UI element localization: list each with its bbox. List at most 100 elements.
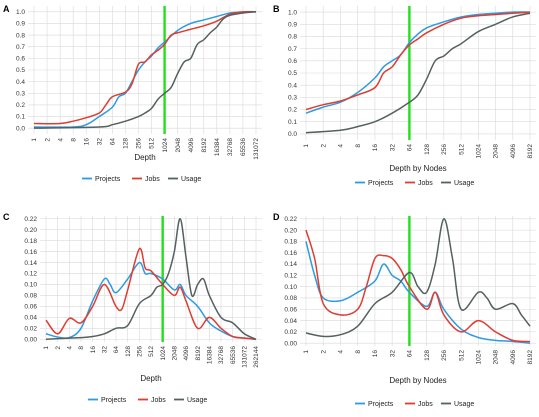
x-tick-label: 8192 bbox=[195, 346, 202, 361]
legend-label: Usage bbox=[454, 180, 474, 187]
x-tick-label: 4 bbox=[338, 350, 345, 354]
x-tick-label: 262144 bbox=[253, 346, 260, 368]
y-tick-label: 0.18 bbox=[284, 239, 297, 246]
y-tick-label: 0.8 bbox=[16, 32, 25, 39]
legend-item-usage: Usage bbox=[174, 397, 207, 404]
chart-panel-d: 0.00 0.02 0.04 0.06 0.08 0.10 0.12 0.14 0.16 0.18… bbox=[273, 212, 536, 408]
x-tick-label: 128 bbox=[125, 346, 132, 357]
y-tick-label: 0.06 bbox=[24, 304, 37, 311]
x-tick-label: 16 bbox=[372, 350, 379, 358]
series-line-usage bbox=[305, 12, 531, 134]
series-line-projects bbox=[305, 241, 531, 344]
y-tick-label: 0.04 bbox=[24, 315, 37, 322]
x-tick-label: 512 bbox=[149, 138, 156, 149]
y-tick-label: 0.06 bbox=[284, 306, 297, 313]
x-tick-label: 2 bbox=[320, 350, 327, 354]
panel-letter: C bbox=[3, 212, 10, 222]
y-tick-label: 0.18 bbox=[24, 238, 37, 245]
y-tick-label: 0.14 bbox=[284, 261, 297, 268]
legend-label: Projects bbox=[95, 176, 121, 183]
x-tick-label: 8192 bbox=[527, 144, 534, 159]
x-tick-label: 2048 bbox=[172, 346, 179, 361]
y-tick-label: 0.2 bbox=[288, 107, 297, 114]
y-tick-label: 0.4 bbox=[288, 82, 297, 89]
y-tick-label: 0.6 bbox=[16, 56, 25, 63]
x-tick-label: 8 bbox=[355, 350, 362, 354]
y-tick-label: 0.4 bbox=[16, 79, 25, 86]
y-tick-label: 0.22 bbox=[284, 216, 297, 223]
x-tick-label: 64 bbox=[110, 138, 117, 146]
x-tick-label: 1024 bbox=[476, 350, 483, 365]
legend-item-jobs: Jobs bbox=[405, 401, 433, 408]
y-tick-label: 0.1 bbox=[16, 114, 25, 121]
legend-label: Projects bbox=[368, 180, 394, 187]
panel-letter: D bbox=[273, 212, 280, 222]
x-tick-label: 131072 bbox=[242, 346, 249, 368]
legend-label: Projects bbox=[101, 397, 127, 404]
x-tick-label: 16 bbox=[90, 346, 97, 354]
x-tick-label: 32768 bbox=[218, 346, 225, 364]
x-tick-label: 128 bbox=[123, 138, 130, 149]
x-tick-label: 8 bbox=[355, 144, 362, 148]
x-tick-label: 4096 bbox=[510, 350, 517, 365]
x-tick-label: 2048 bbox=[493, 350, 500, 365]
y-tick-label: 0.10 bbox=[24, 282, 37, 289]
x-tick-label: 4 bbox=[67, 346, 74, 350]
y-tick-label: 0.12 bbox=[24, 271, 37, 278]
x-tick-label: 64 bbox=[407, 144, 414, 152]
y-tick-label: 0.3 bbox=[16, 90, 25, 97]
x-tick-label: 1 bbox=[303, 144, 310, 148]
x-tick-label: 16 bbox=[83, 138, 90, 146]
x-tick-label: 4096 bbox=[510, 144, 517, 159]
x-tick-label: 128 bbox=[424, 144, 431, 155]
x-tick-label: 256 bbox=[441, 350, 448, 361]
y-tick-label: 0.16 bbox=[284, 250, 297, 257]
x-axis-title: Depth by Nodes bbox=[389, 376, 446, 385]
y-tick-label: 0.12 bbox=[284, 273, 297, 280]
panel-letter: A bbox=[3, 4, 10, 14]
y-tick-label: 0.9 bbox=[16, 21, 25, 28]
y-tick-label: 0.00 bbox=[284, 340, 297, 347]
x-tick-label: 2 bbox=[44, 138, 51, 142]
x-tick-label: 2048 bbox=[493, 144, 500, 159]
x-tick-label: 32 bbox=[389, 350, 396, 358]
x-tick-label: 512 bbox=[458, 350, 465, 361]
series-line-jobs bbox=[305, 229, 531, 343]
chart-panel-a: 0.00.10.20.30.40.50.60.70.80.91.01 2 4 8 16 3… bbox=[3, 4, 262, 183]
y-tick-label: 0.16 bbox=[24, 249, 37, 256]
x-axis-title: Depth bbox=[134, 153, 155, 162]
x-tick-label: 2 bbox=[55, 346, 62, 350]
legend-item-projects: Projects bbox=[88, 397, 127, 404]
x-tick-label: 4096 bbox=[183, 346, 190, 361]
legend-item-projects: Projects bbox=[82, 176, 121, 183]
x-tick-label: 32 bbox=[389, 144, 396, 152]
x-tick-label: 16384 bbox=[214, 138, 221, 156]
series-line-jobs bbox=[33, 10, 257, 125]
x-tick-label: 1 bbox=[31, 138, 38, 142]
series-line-usage bbox=[45, 217, 257, 341]
y-tick-label: 0.10 bbox=[284, 284, 297, 291]
series-line-usage bbox=[33, 11, 257, 129]
x-tick-label: 16 bbox=[372, 144, 379, 152]
x-tick-label: 1024 bbox=[476, 144, 483, 159]
legend-label: Jobs bbox=[418, 401, 433, 408]
x-tick-label: 16384 bbox=[207, 346, 214, 364]
legend-item-jobs: Jobs bbox=[405, 180, 433, 187]
y-tick-label: 0.2 bbox=[16, 102, 25, 109]
y-tick-label: 0.02 bbox=[284, 329, 297, 336]
y-tick-label: 0.02 bbox=[24, 326, 37, 333]
x-tick-label: 65536 bbox=[230, 346, 237, 364]
legend-label: Projects bbox=[368, 401, 394, 408]
y-tick-label: 0.1 bbox=[288, 119, 297, 126]
y-tick-label: 0.00 bbox=[24, 336, 37, 343]
x-tick-label: 2048 bbox=[175, 138, 182, 153]
legend-item-usage: Usage bbox=[441, 401, 474, 408]
panel-letter: B bbox=[273, 4, 280, 14]
y-tick-label: 0.7 bbox=[288, 46, 297, 53]
chart-panel-b: 0.0 0.1 0.2 0.3 0.4 0.5 0.6 0.7 0.8 0.9 1.0 1 2 4 8 16 3… bbox=[273, 4, 536, 187]
y-tick-label: 1.0 bbox=[288, 9, 297, 16]
y-tick-label: 1.0 bbox=[16, 9, 25, 16]
x-tick-label: 32768 bbox=[227, 138, 234, 156]
y-tick-label: 0.14 bbox=[24, 260, 37, 267]
